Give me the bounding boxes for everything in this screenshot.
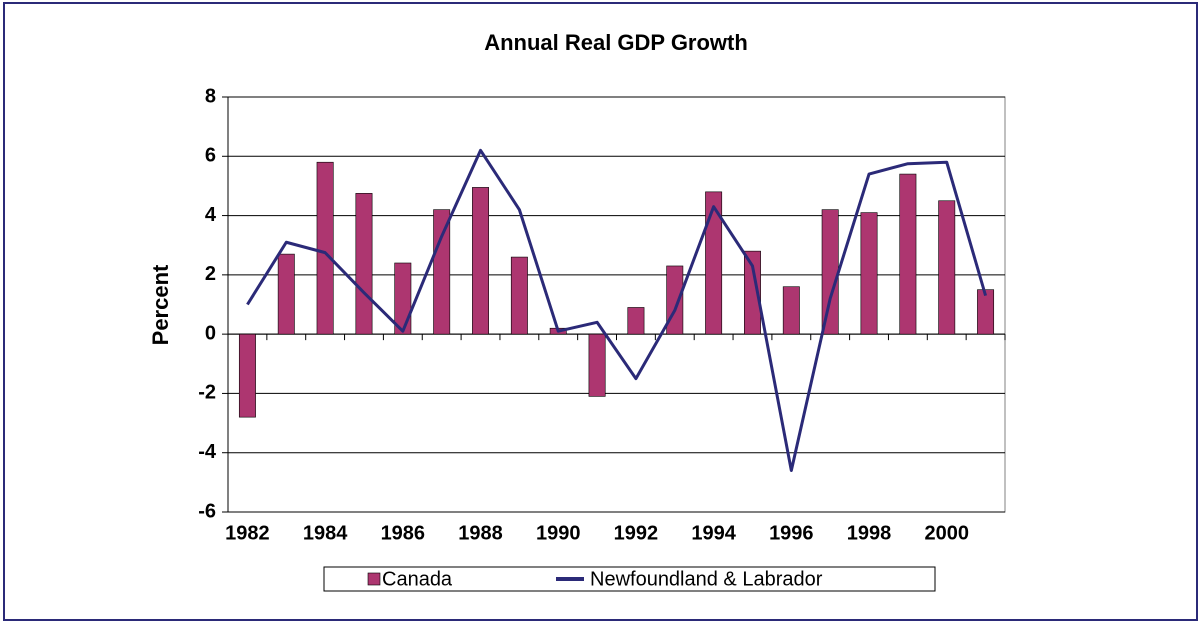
x-tick-label: 1988: [458, 522, 503, 544]
legend-swatch: [367, 572, 381, 586]
y-tick-label: 4: [205, 204, 217, 226]
y-tick-label: 8: [205, 85, 216, 107]
bar: [860, 212, 878, 335]
y-tick-label: -6: [198, 500, 216, 522]
y-tick-label: 0: [205, 322, 216, 344]
line: [246, 148, 988, 472]
legend-label: Canada: [382, 568, 453, 590]
bar: [238, 333, 256, 418]
y-tick-label: 6: [205, 145, 216, 167]
bar: [782, 286, 800, 335]
bar: [277, 253, 295, 335]
x-tick-label: 1986: [381, 522, 426, 544]
chart-title: Annual Real GDP Growth: [484, 30, 748, 55]
bar: [316, 161, 334, 335]
y-tick-label: -2: [198, 382, 216, 404]
legend-label: Newfoundland & Labrador: [590, 568, 823, 590]
x-tick-label: 1990: [536, 522, 581, 544]
bar: [627, 307, 645, 335]
y-tick-label: -4: [198, 441, 217, 463]
bar: [938, 200, 956, 335]
bar: [977, 289, 995, 335]
x-tick-label: 1992: [614, 522, 659, 544]
bar: [744, 250, 761, 335]
y-tick-label: 2: [205, 263, 216, 285]
y-axis-label: Percent: [148, 264, 173, 345]
x-tick-label: 1996: [769, 522, 814, 544]
bar: [472, 187, 489, 335]
bar: [899, 173, 917, 335]
legend-box: [323, 566, 936, 592]
x-tick-label: 1984: [303, 522, 348, 544]
bar: [821, 209, 839, 335]
bar: [394, 262, 412, 335]
bar: [705, 191, 723, 335]
x-tick-label: 1982: [225, 522, 270, 544]
x-tick-label: 1994: [691, 522, 736, 544]
x-tick-label: 2000: [924, 522, 969, 544]
x-tick-label: 1998: [847, 522, 892, 544]
bar: [510, 256, 528, 335]
bar: [433, 209, 451, 335]
plot-area: [227, 96, 1006, 513]
bar: [666, 265, 684, 335]
bar: [355, 193, 373, 335]
bar: [588, 333, 606, 397]
